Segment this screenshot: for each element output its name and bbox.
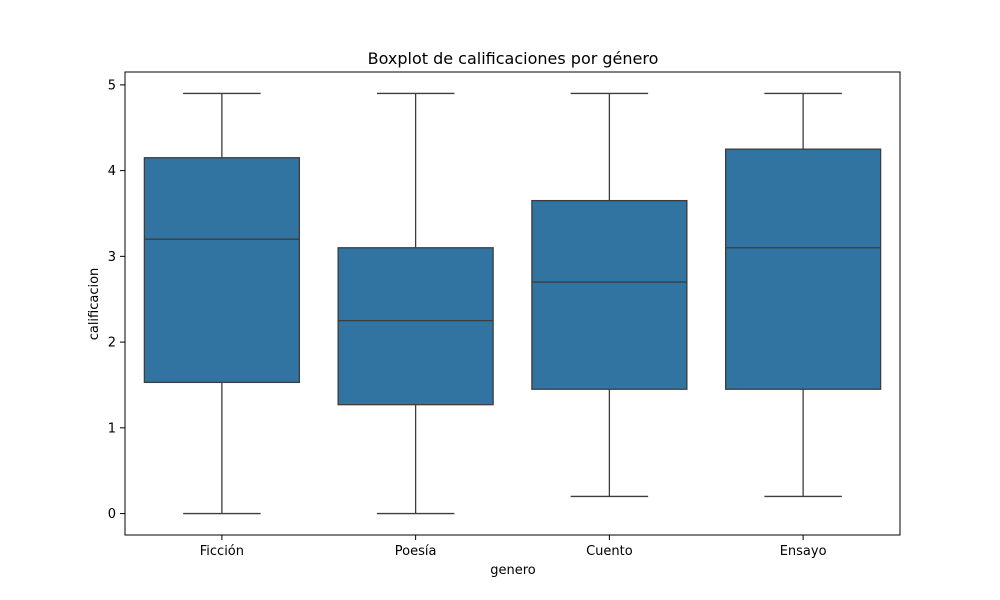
x-axis: Ficción Poesía Cuento Ensayo [200, 535, 827, 559]
y-tick-label: 1 [108, 421, 116, 436]
x-tick-label: Poesía [395, 544, 437, 559]
box-group [531, 92, 688, 498]
y-axis-label: calificacion [87, 268, 102, 341]
box-iqr [531, 199, 688, 390]
x-tick-label: Cuento [586, 544, 633, 559]
x-tick-label: Ensayo [780, 544, 827, 559]
box-iqr [724, 148, 882, 390]
x-tick-label: Ficción [200, 544, 244, 559]
y-tick-label: 3 [108, 250, 116, 265]
box-iqr [143, 157, 301, 384]
y-axis: 0 1 2 3 4 5 [108, 78, 125, 522]
x-axis-label: genero [490, 563, 536, 578]
y-tick-label: 5 [108, 78, 116, 93]
chart-title: Boxplot de calificaciones por género [368, 49, 659, 68]
y-tick-label: 4 [108, 164, 116, 179]
y-tick-label: 0 [108, 507, 116, 522]
plot-area [143, 92, 882, 515]
box-iqr [337, 247, 494, 406]
box-group [143, 92, 301, 515]
y-tick-label: 2 [108, 336, 116, 351]
box-group [337, 92, 494, 515]
box-group [724, 92, 882, 498]
plot-frame [124, 71, 901, 536]
